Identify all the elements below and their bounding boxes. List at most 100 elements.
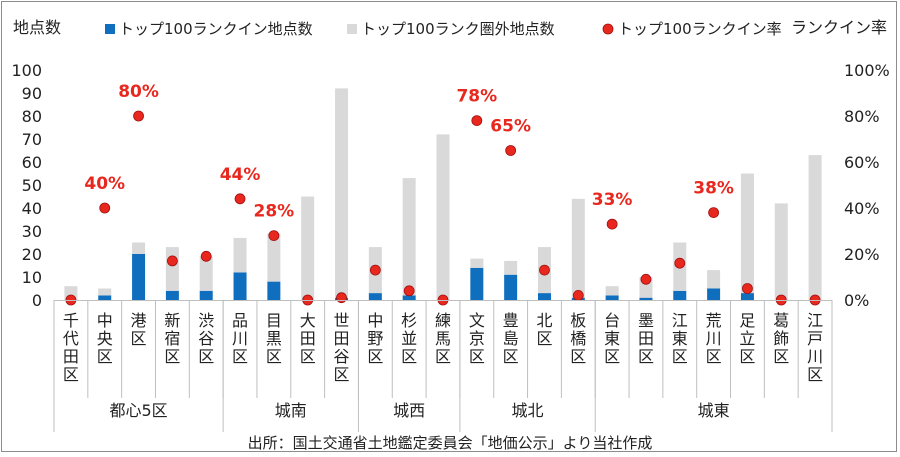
group-label: 城南 [275, 401, 307, 420]
legend: トップ100ランクイン地点数 トップ100ランク圏外地点数 トップ100ランクイン率 [105, 20, 782, 38]
bar-ranked-in [740, 293, 754, 300]
bar-ranked-out [808, 155, 822, 300]
bar-ranked-out [132, 242, 146, 254]
bar-ranked-out [98, 288, 112, 296]
bar-ranked-out [335, 88, 349, 298]
rate-data-label: 44% [220, 165, 261, 185]
bar-ranked-out [470, 258, 484, 268]
rate-data-label: 80% [118, 82, 159, 102]
bar-ranked-out [707, 270, 721, 289]
y-left-tick-label: 50 [22, 176, 42, 195]
bar-ranked-out [436, 134, 450, 300]
category-label: 中央区 [97, 311, 113, 366]
rate-marker [369, 264, 381, 276]
rate-marker [471, 115, 483, 126]
rate-data-label: 38% [693, 179, 734, 199]
bar-ranked-out [605, 286, 619, 296]
category-label: 墨田区 [638, 311, 654, 366]
bar-ranked-out [301, 196, 315, 300]
rate-marker [640, 273, 652, 285]
rate-marker [99, 202, 111, 214]
bar-ranked-in [707, 288, 721, 300]
bar-ranked-in [470, 267, 484, 300]
category-label: 新宿区 [164, 311, 180, 366]
y-left-tick-label: 30 [22, 222, 42, 241]
y-right-tick-label: 100% [844, 61, 890, 80]
rate-data-label: 33% [592, 190, 633, 210]
legend-label-ranked-out: トップ100ランク圏外地点数 [361, 20, 555, 38]
legend-label-ranked-in: トップ100ランクイン地点数 [119, 20, 313, 38]
group-label: 城北 [512, 401, 544, 420]
axes: 0 10 20 30 40 50 60 70 80 90 100 0% 20% 40% 60% 80% 100%… [11, 18, 889, 310]
bar-ranked-in [605, 295, 619, 300]
category-label: 葛飾区 [773, 311, 789, 366]
y-right-tick-label: 40% [844, 199, 880, 218]
legend-marker-rate [602, 23, 614, 35]
bar-ranked-in [402, 295, 416, 300]
bar-ranked-out [740, 173, 754, 294]
legend-swatch-ranked-in [105, 24, 115, 34]
rate-marker [572, 289, 584, 301]
rate-marker [742, 283, 753, 294]
bar-ranked-out [402, 178, 416, 296]
rate-data-label: 65% [490, 117, 531, 137]
legend-swatch-ranked-out [347, 24, 357, 34]
rate-marker [403, 285, 415, 297]
y-left-tick-label: 10 [22, 268, 42, 287]
category-label: 世田谷区 [334, 311, 350, 384]
bar-ranked-in [233, 272, 247, 300]
rate-marker [674, 257, 686, 269]
rate-marker [505, 145, 517, 156]
category-label: 板橋区 [570, 311, 586, 366]
rate-marker [166, 255, 178, 267]
y-left-tick-label: 40 [22, 199, 42, 218]
rate-marker [539, 264, 550, 276]
bars [64, 88, 822, 300]
bar-ranked-out [165, 247, 179, 291]
bar-ranked-in [98, 295, 112, 300]
bar-ranked-out [504, 260, 518, 275]
category-label: 目黒区 [266, 311, 282, 366]
category-label: 中野区 [367, 311, 383, 366]
rate-data-label: 78% [456, 87, 497, 107]
y-left-tick-label: 100 [11, 61, 42, 80]
group-label: 城東 [698, 401, 730, 420]
category-label: 足立区 [739, 311, 755, 366]
bar-ranked-in [132, 254, 146, 300]
y-left-tick-label: 0 [32, 291, 42, 310]
bar-ranked-in [199, 290, 213, 300]
category-label: 北区 [536, 311, 552, 348]
bar-ranked-in [673, 290, 687, 300]
y-left-tick-label: 80 [22, 107, 42, 126]
bar-ranked-in [537, 293, 551, 300]
y-right-tick-label: 0% [844, 291, 869, 310]
bar-ranked-in [368, 293, 382, 300]
bar-ranked-out [571, 198, 585, 298]
bar-ranked-out [233, 237, 247, 273]
category-label: 文京区 [469, 311, 485, 366]
category-label: 練馬区 [435, 311, 451, 366]
bar-ranked-in [267, 281, 281, 300]
y-left-tick-label: 70 [22, 130, 42, 149]
bar-ranked-in [504, 274, 518, 300]
rate-labels: 40% 80% 44% 28% 78% 65% 33% 38% [84, 82, 734, 222]
bar-ranked-out [267, 233, 281, 282]
legend-label-rate: トップ100ランクイン率 [618, 20, 782, 38]
category-label: 大田区 [300, 311, 316, 366]
category-label: 品川区 [232, 311, 248, 366]
y-left-axis-title: 地点数 [13, 18, 61, 37]
bar-ranked-in [639, 297, 653, 300]
rate-marker [133, 110, 144, 122]
rate-data-label: 28% [254, 202, 295, 222]
source-note: 出所：国土交通省土地鑑定委員会「地価公示」より当社作成 [248, 434, 653, 452]
y-left-tick-label: 20 [22, 245, 42, 264]
group-label: 都心5区 [109, 401, 167, 420]
y-right-axis-title: ランクイン率 [791, 18, 887, 37]
rate-marker [268, 230, 280, 242]
group-label: 城西 [393, 401, 425, 420]
category-label: 江戸川区 [807, 311, 823, 384]
x-axis: 都心5区 城南 城西 城北 城東 千代田区 中央区 港区 新宿区 渋谷区 品川区 目黒区 大田区 世田谷区… [53, 300, 833, 452]
bar-ranked-in [165, 290, 179, 300]
